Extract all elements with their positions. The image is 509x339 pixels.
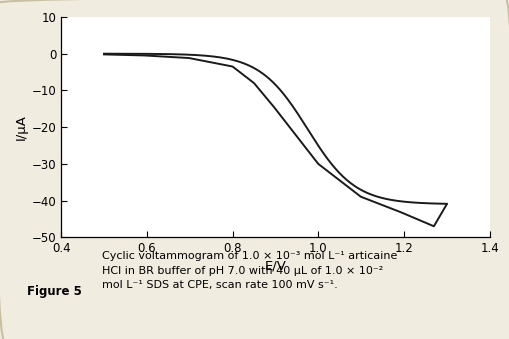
X-axis label: E/V: E/V <box>264 259 286 272</box>
Text: Figure 5: Figure 5 <box>27 285 82 298</box>
Text: Cyclic voltammogram of 1.0 × 10⁻³ mol L⁻¹ articaine
HCl in BR buffer of pH 7.0 w: Cyclic voltammogram of 1.0 × 10⁻³ mol L⁻… <box>102 251 397 291</box>
Y-axis label: I/μA: I/μA <box>14 114 27 140</box>
